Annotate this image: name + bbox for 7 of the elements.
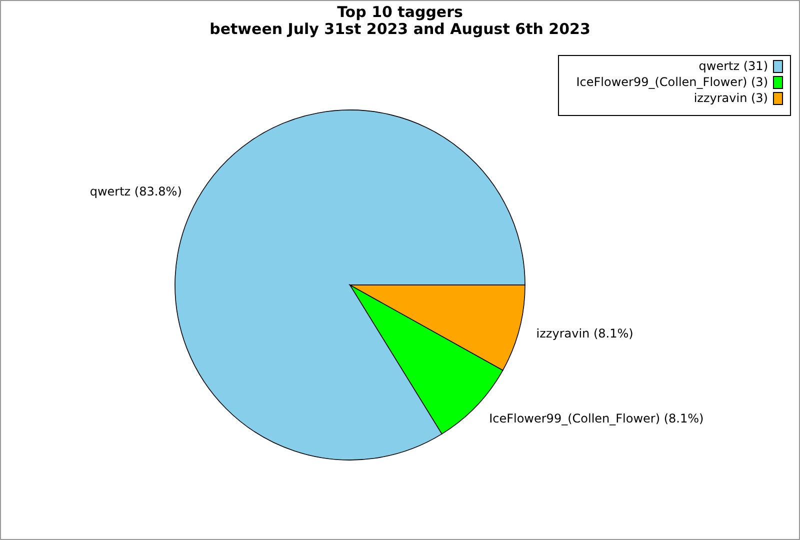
legend-label: IceFlower99_(Collen_Flower) (3) xyxy=(576,75,768,90)
data-label: izzyravin (8.1%) xyxy=(536,326,634,341)
data-label: qwertz (83.8%) xyxy=(90,184,182,198)
chart-title: Top 10 taggers between July 31st 2023 and August 6th 2023 xyxy=(210,3,590,38)
legend-label: izzyravin (3) xyxy=(694,91,768,106)
legend-label: qwertz (31) xyxy=(698,59,768,74)
data-label: IceFlower99_(Collen_Flower) (8.1%) xyxy=(489,411,704,426)
